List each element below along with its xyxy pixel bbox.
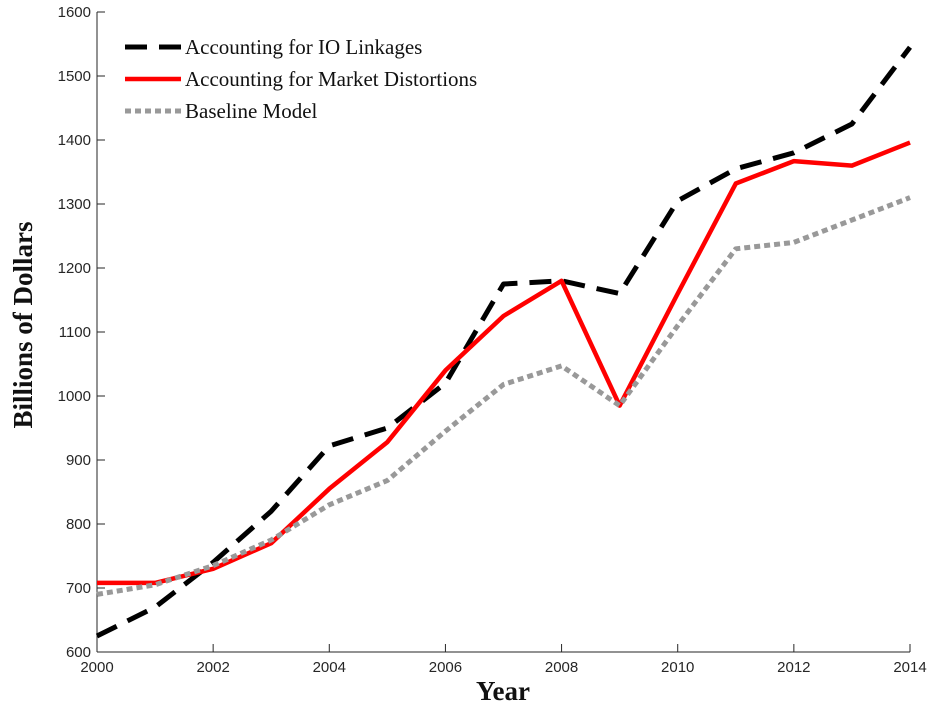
series-line (96, 195, 911, 597)
y-tick-label: 1600 (58, 4, 91, 21)
x-tick-label: 2008 (545, 659, 578, 676)
legend-label: Baseline Model (185, 99, 318, 123)
y-tick-label: 1200 (58, 260, 91, 277)
x-tick-label: 2004 (313, 659, 346, 676)
x-tick-label: 2012 (777, 659, 810, 676)
y-tick-label: 1500 (58, 68, 91, 85)
y-tick-label: 800 (66, 516, 91, 533)
y-axis-label: Billions of Dollars (8, 221, 38, 428)
y-tick-label: 1000 (58, 388, 91, 405)
x-tick-label: 2000 (80, 659, 113, 676)
x-tick-label: 2006 (429, 659, 462, 676)
legend-label: Accounting for IO Linkages (185, 35, 422, 59)
series-line (97, 140, 911, 586)
x-tick-label: 2010 (661, 659, 694, 676)
x-tick-label: 2002 (196, 659, 229, 676)
y-tick-label: 1300 (58, 196, 91, 213)
legend-label: Accounting for Market Distortions (185, 67, 477, 91)
y-tick-label: 700 (66, 580, 91, 597)
y-tick-label: 600 (66, 644, 91, 661)
y-tick-label: 900 (66, 452, 91, 469)
y-tick-label: 1400 (58, 132, 91, 149)
y-tick-label: 1100 (59, 324, 91, 341)
x-axis-label: Year (476, 676, 530, 706)
x-tick-label: 2014 (893, 659, 926, 676)
series-line (95, 45, 912, 639)
